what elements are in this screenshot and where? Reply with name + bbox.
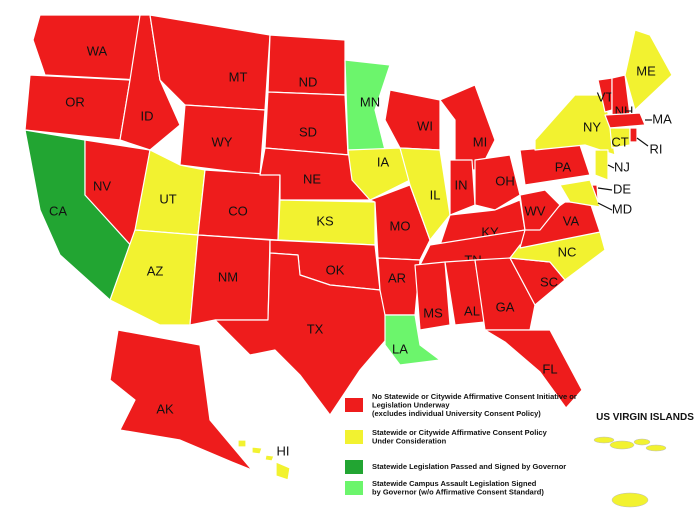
state [32, 14, 141, 81]
state-label: KS [316, 213, 334, 228]
island [609, 440, 635, 450]
legend-swatch [345, 481, 363, 495]
state-label: MD [612, 201, 632, 216]
state-label: UT [159, 191, 176, 206]
state-label: SD [299, 124, 317, 139]
state-label: WA [87, 43, 108, 58]
legend-swatch [345, 398, 363, 412]
state-label: IL [430, 187, 441, 202]
territory-label: US VIRGIN ISLANDS [596, 412, 694, 423]
state-label: TX [307, 321, 324, 336]
state-label: PA [555, 159, 572, 174]
state [214, 252, 391, 416]
state-label: DE [613, 181, 631, 196]
legend-swatch [345, 460, 363, 474]
state-label: AL [464, 303, 480, 318]
state-label: GA [496, 299, 515, 314]
state [377, 257, 421, 316]
state [384, 314, 441, 366]
state-label: WI [417, 118, 433, 133]
island [593, 436, 615, 444]
state-label: IA [377, 154, 390, 169]
state-label: IN [455, 177, 468, 192]
state-label: LA [392, 341, 408, 356]
state-label: NY [583, 119, 601, 134]
state-label: SC [540, 274, 558, 289]
state-label: AK [156, 401, 174, 416]
state [149, 14, 271, 111]
state-label: CA [49, 203, 67, 218]
state [604, 112, 646, 129]
state-label: MN [360, 94, 380, 109]
legend-swatch [345, 430, 363, 444]
state [594, 149, 609, 181]
state [559, 179, 601, 208]
state [344, 59, 391, 151]
state-label: ND [299, 74, 318, 89]
state [624, 29, 673, 111]
state [629, 127, 638, 143]
state [399, 147, 451, 241]
state-label: NC [558, 244, 577, 259]
legend-text: Under Consideration [372, 436, 447, 445]
legend-text: (excludes individual University Consent … [372, 409, 541, 418]
legend-text: Legislation Underway [372, 400, 450, 409]
island [633, 438, 651, 446]
state [237, 439, 291, 481]
state-label: NJ [614, 159, 630, 174]
state-label: MS [423, 305, 443, 320]
state [534, 94, 616, 156]
state-label: MO [390, 218, 411, 233]
state-label: AR [388, 270, 406, 285]
state-label: AZ [147, 263, 164, 278]
state-label: VT [597, 89, 614, 104]
state [414, 261, 451, 331]
state [474, 154, 521, 211]
legend-text: Statewide Campus Assault Legislation Sig… [372, 479, 537, 488]
state [109, 229, 199, 326]
state-label: WY [212, 134, 233, 149]
leader-line [636, 137, 649, 147]
leader-line [597, 187, 613, 191]
state-label: MA [652, 111, 672, 126]
state [474, 257, 536, 331]
state-label: OK [326, 262, 345, 277]
state-label: CT [611, 134, 628, 149]
state [109, 329, 253, 471]
state-label: NM [218, 269, 238, 284]
island [611, 492, 649, 508]
state-label: HI [277, 443, 290, 458]
state-label: ME [636, 63, 656, 78]
legend-text: Statewide Legislation Passed and Signed … [372, 462, 566, 471]
state [347, 147, 411, 201]
state-label: MT [229, 69, 248, 84]
state [519, 189, 561, 231]
state-label: RI [650, 141, 663, 156]
legend-text: No Statewide or Citywide Affirmative Con… [372, 392, 577, 401]
legend-text: by Governor (w/o Affirmative Consent Sta… [372, 487, 544, 496]
state [609, 127, 631, 149]
state-label: OH [495, 173, 515, 188]
state-label: MI [473, 134, 487, 149]
state [439, 84, 496, 171]
state-label: VA [563, 213, 580, 228]
state-label: ID [141, 108, 154, 123]
state-label: FL [542, 361, 557, 376]
state-label: NV [93, 178, 111, 193]
state-label: WV [525, 203, 546, 218]
state-label: OR [65, 94, 85, 109]
leader-line [597, 202, 613, 211]
state [484, 329, 583, 409]
leader-line [607, 164, 615, 169]
island [645, 444, 667, 452]
legend-text: Statewide or Citywide Affirmative Consen… [372, 428, 548, 437]
state-label: NE [303, 171, 321, 186]
state-label: CO [228, 203, 248, 218]
